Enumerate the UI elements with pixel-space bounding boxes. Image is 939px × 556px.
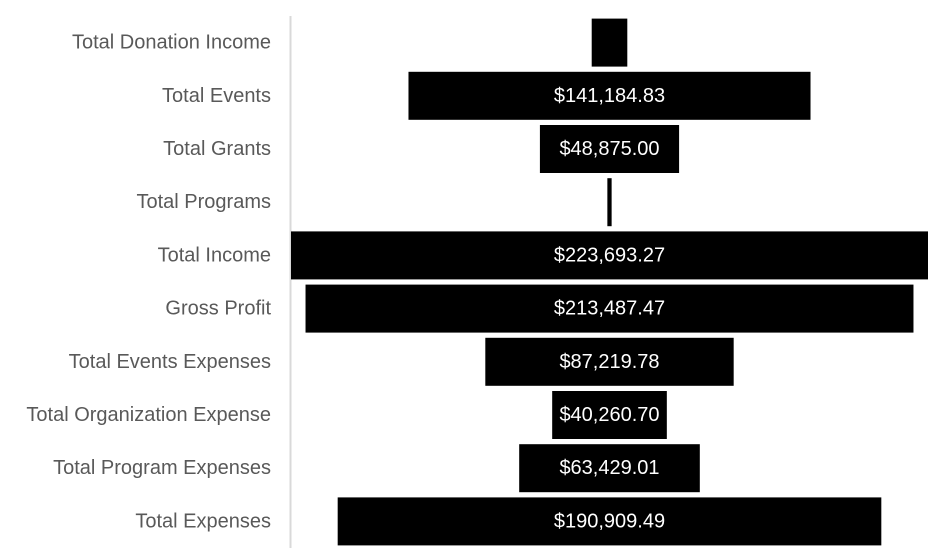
funnel-bar (291, 231, 928, 280)
category-label: Total Programs (137, 191, 272, 213)
funnel-bar (591, 18, 628, 67)
data-label: $63,429.01 (559, 457, 659, 479)
category-label: Total Income (158, 244, 271, 266)
data-label: $141,184.83 (554, 85, 665, 107)
funnel-bar (539, 125, 680, 173)
bars-layer (291, 18, 928, 546)
category-label: Total Donation Income (72, 32, 271, 54)
category-label: Total Program Expenses (53, 457, 271, 479)
category-label: Total Expenses (135, 510, 271, 532)
data-label: $87,219.78 (559, 351, 659, 373)
funnel-bar (305, 284, 914, 333)
category-labels-layer: Total Donation Income Total Events Total G… (26, 32, 271, 533)
category-label: Total Grants (163, 138, 271, 160)
category-label: Total Organization Expense (26, 404, 271, 426)
data-label: $40,260.70 (559, 404, 659, 426)
data-label: $223,693.27 (554, 244, 665, 266)
funnel-bar (485, 337, 734, 386)
value-labels-layer: $141,184.83 $48,875.00 $223,693.27 $213,487… (554, 85, 665, 533)
funnel-bar (337, 497, 882, 546)
funnel-bar (519, 444, 700, 493)
category-label: Total Events (162, 85, 271, 107)
funnel-bar (408, 71, 811, 120)
data-label: $213,487.47 (554, 298, 665, 320)
funnel-bar (552, 391, 667, 439)
category-label: Total Events Expenses (69, 351, 271, 373)
data-label: $48,875.00 (559, 138, 659, 160)
data-label: $190,909.49 (554, 510, 665, 532)
category-label: Gross Profit (165, 298, 271, 320)
funnel-bar (607, 178, 612, 227)
